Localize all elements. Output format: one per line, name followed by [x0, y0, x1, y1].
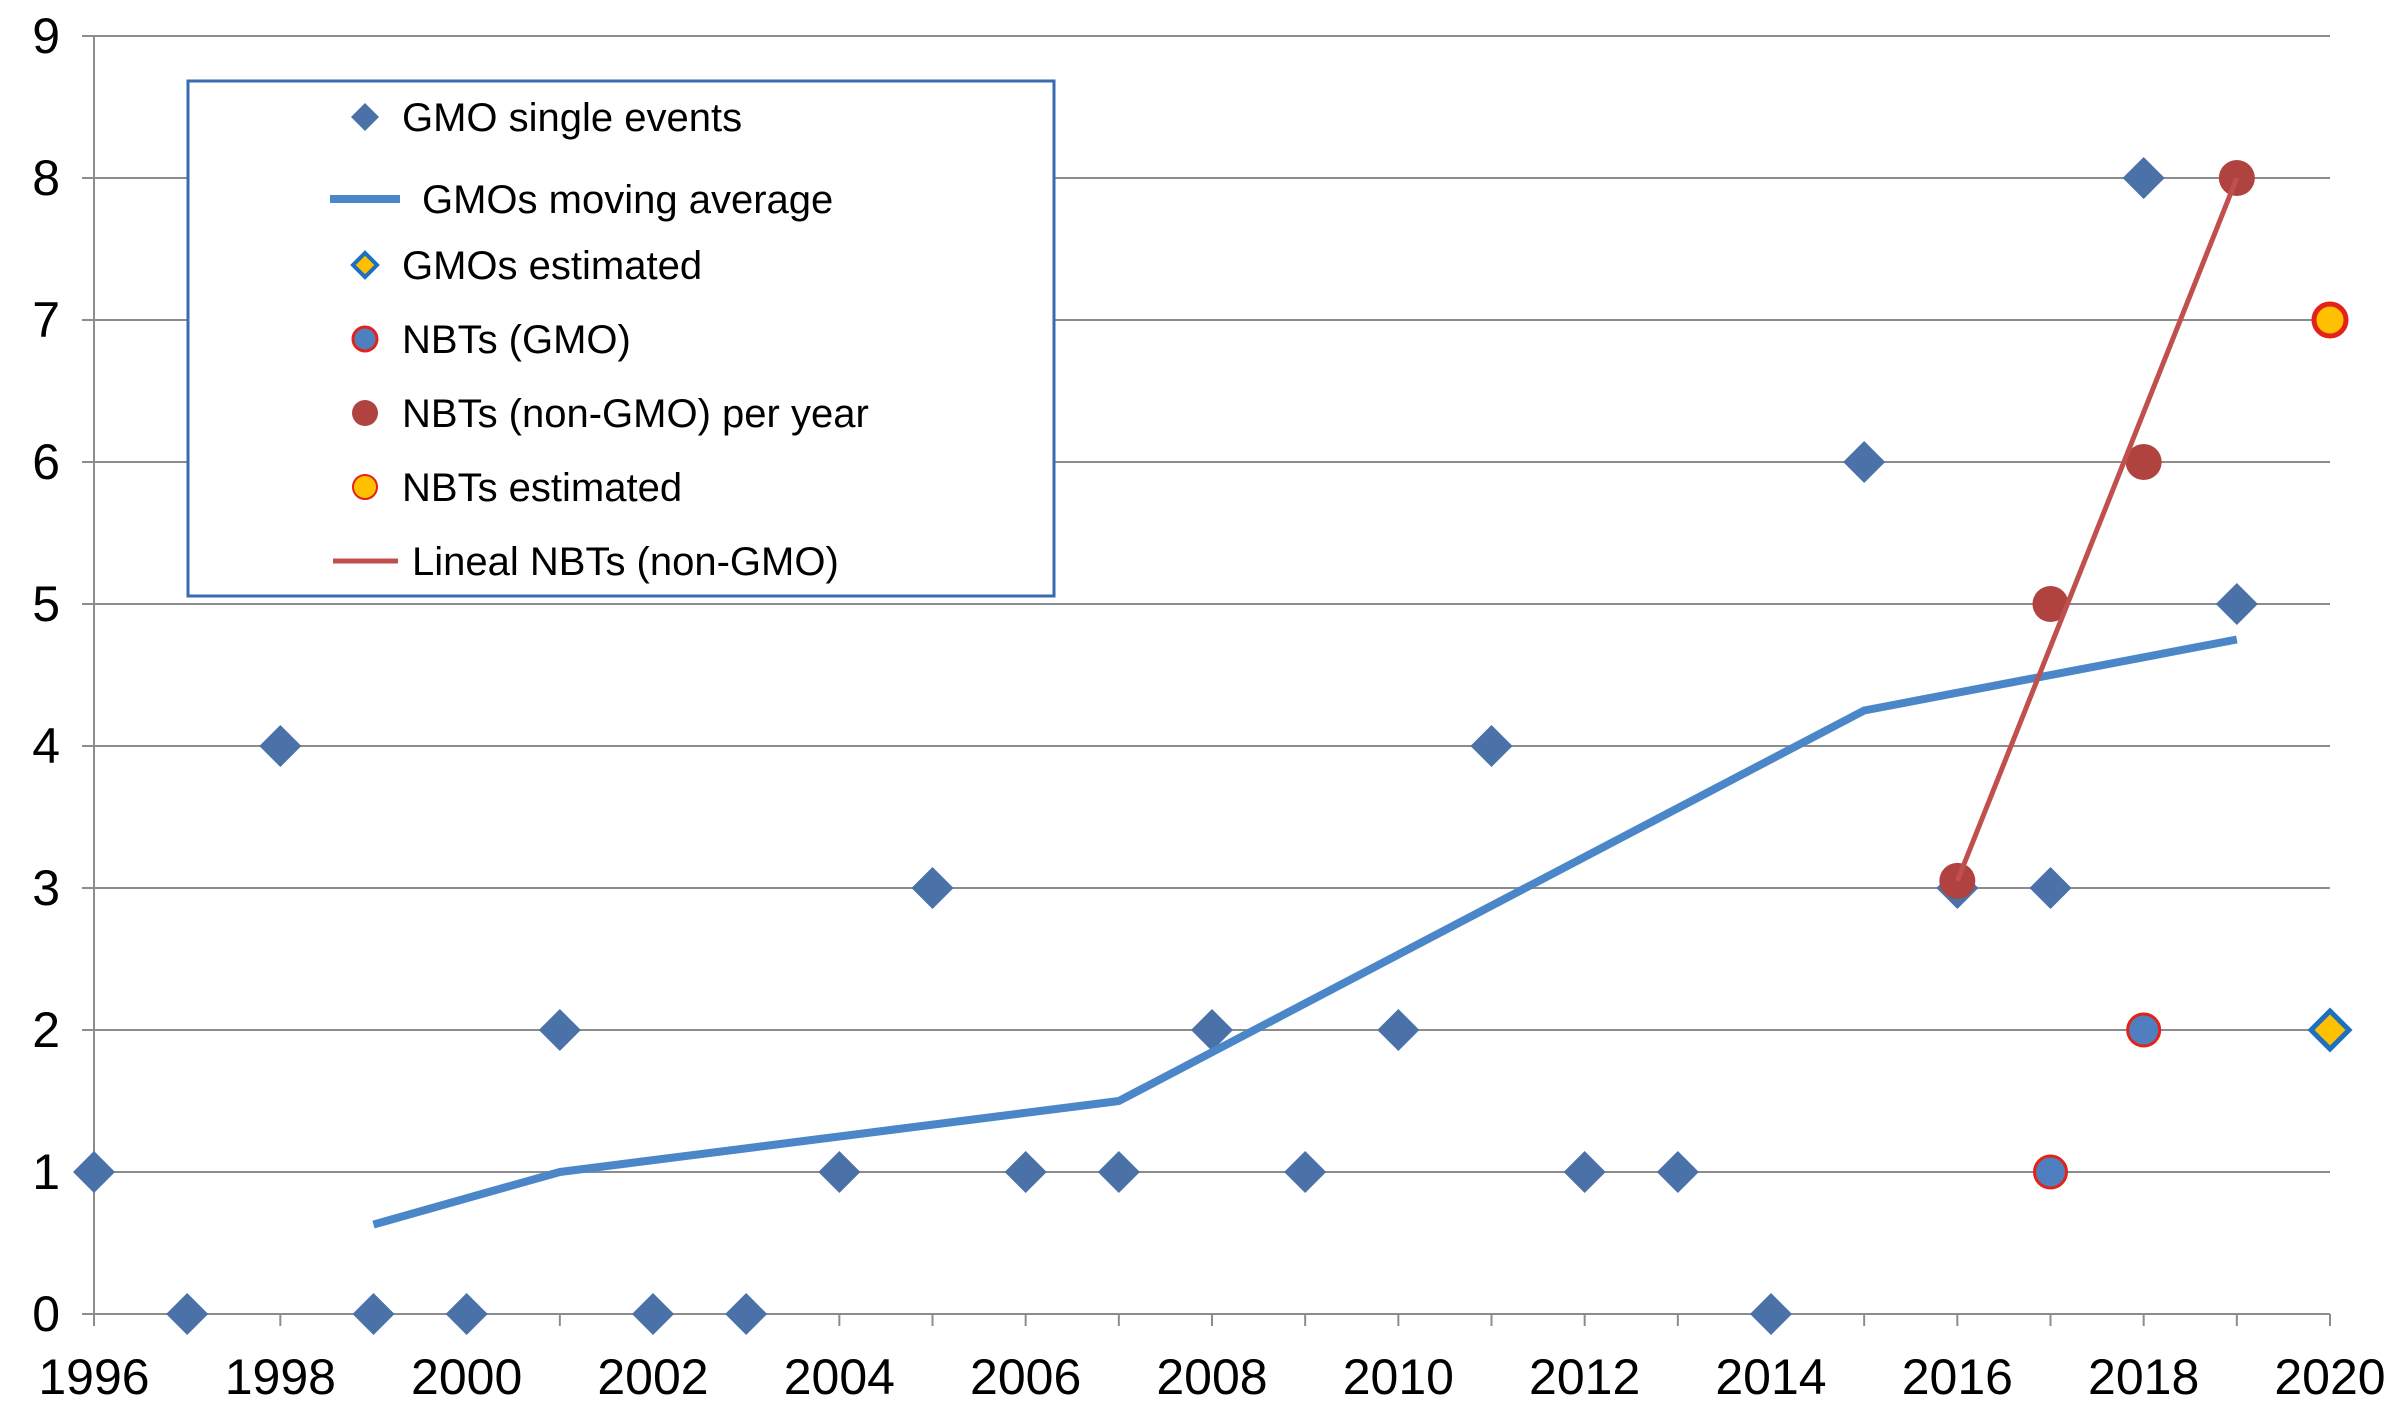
data-point-diamond [73, 1151, 115, 1193]
x-tick-label: 2002 [597, 1349, 708, 1405]
data-point-diamond [1004, 1151, 1047, 1193]
y-tick-label: 6 [32, 434, 60, 490]
legend-label: GMOs estimated [402, 244, 702, 288]
series-nbt_est [2311, 301, 2349, 339]
legend-label: NBTs (GMO) [402, 318, 631, 362]
data-point-diamond [1656, 1151, 1699, 1193]
legend-circle-ring-icon [351, 325, 379, 353]
data-point-diamond [445, 1293, 488, 1335]
x-tick-label: 2004 [784, 1349, 895, 1405]
data-point-circle-ring [2033, 1154, 2068, 1190]
data-point-diamond [2029, 867, 2072, 909]
data-point-diamond [1843, 441, 1886, 483]
legend-circle-estimated-icon [352, 474, 378, 500]
x-tick-label: 1996 [38, 1349, 149, 1405]
y-tick-label: 4 [32, 718, 60, 774]
data-point-diamond [911, 867, 954, 909]
x-tick-label: 2020 [2274, 1349, 2385, 1405]
data-point-diamond [1191, 1009, 1233, 1051]
y-tick-label: 5 [32, 576, 60, 632]
tick-labels: 0 1 2 3 4 5 6 7 8 9 1996 1998 2000 2002 2004 2006 2008 20… [32, 8, 2385, 1405]
series-nbt_lineal [1955, 177, 2240, 882]
data-point-diamond [166, 1293, 209, 1335]
x-tick-label: 2008 [1156, 1349, 1267, 1405]
data-point-circle-estimated [2311, 301, 2349, 339]
data-point-diamond [1097, 1151, 1140, 1193]
x-tick-label: 2016 [1902, 1349, 2013, 1405]
legend-label: GMOs moving average [422, 178, 833, 222]
legend-label: NBTs (non-GMO) per year [402, 392, 869, 436]
data-point-diamond [2215, 583, 2258, 625]
data-point-diamond [1563, 1151, 1606, 1193]
legend-circle-icon [352, 400, 378, 426]
legend-item-gmo_est: GMOs estimated [350, 244, 702, 288]
moving-average-line [372, 635, 2238, 1229]
data-point-diamond [352, 1293, 395, 1335]
y-tick-label: 0 [32, 1286, 60, 1342]
x-tick-label: 2014 [1715, 1349, 1826, 1405]
y-tick-label: 9 [32, 8, 60, 64]
data-point-diamond [1750, 1293, 1792, 1335]
x-tick-label: 1998 [225, 1349, 336, 1405]
data-point-circle [2032, 586, 2069, 622]
y-tick-label: 7 [32, 292, 60, 348]
x-tick-label: 2012 [1529, 1349, 1640, 1405]
legend-item-gmo_avg: GMOs moving average [330, 178, 833, 222]
legend-item-nbt_lineal: Lineal NBTs (non-GMO) [333, 540, 839, 584]
x-tick-label: 2018 [2088, 1349, 2199, 1405]
series-gmo_est [2307, 1007, 2353, 1053]
data-point-diamond [1284, 1151, 1327, 1193]
legend-diamond-icon [351, 103, 379, 131]
data-point-diamond [538, 1009, 581, 1051]
legend-label: NBTs estimated [402, 466, 682, 510]
legend-item-nbt_gmo: NBTs (GMO) [351, 318, 631, 362]
data-point-diamond [2122, 157, 2165, 199]
x-tick-label: 2000 [411, 1349, 522, 1405]
data-point-circle [2125, 444, 2162, 480]
legend-diamond-estimated-icon [350, 250, 380, 280]
legend-box [186, 79, 1056, 598]
legend: GMO single events GMOs moving average GMOs… [186, 79, 1056, 598]
data-point-diamond [259, 725, 302, 767]
y-tick-label: 2 [32, 1002, 60, 1058]
x-tick-label: 2010 [1343, 1349, 1454, 1405]
series-layer [73, 157, 2353, 1335]
y-tick-label: 8 [32, 150, 60, 206]
trend-line [1955, 177, 2240, 882]
legend-item-nbt_nongmo: NBTs (non-GMO) per year [352, 392, 869, 436]
y-tick-label: 1 [32, 1144, 60, 1200]
data-point-diamond [632, 1293, 674, 1335]
data-point-diamond [725, 1293, 768, 1335]
data-point-diamond [1377, 1009, 1420, 1051]
x-tick-label: 2006 [970, 1349, 1081, 1405]
legend-item-nbt_est: NBTs estimated [352, 466, 682, 510]
legend-label: GMO single events [402, 96, 742, 140]
data-point-diamond [818, 1151, 861, 1193]
series-nbt_gmo [2033, 1012, 2162, 1190]
data-point-diamond [1470, 725, 1513, 767]
series-gmo_avg [372, 635, 2238, 1229]
series-gmo_single [73, 157, 2258, 1335]
y-tick-label: 3 [32, 860, 60, 916]
data-point-diamond-estimated [2307, 1007, 2353, 1053]
data-point-circle-ring [2126, 1012, 2162, 1048]
legend-item-gmo_single: GMO single events [351, 96, 742, 140]
legend-label: Lineal NBTs (non-GMO) [412, 540, 839, 584]
